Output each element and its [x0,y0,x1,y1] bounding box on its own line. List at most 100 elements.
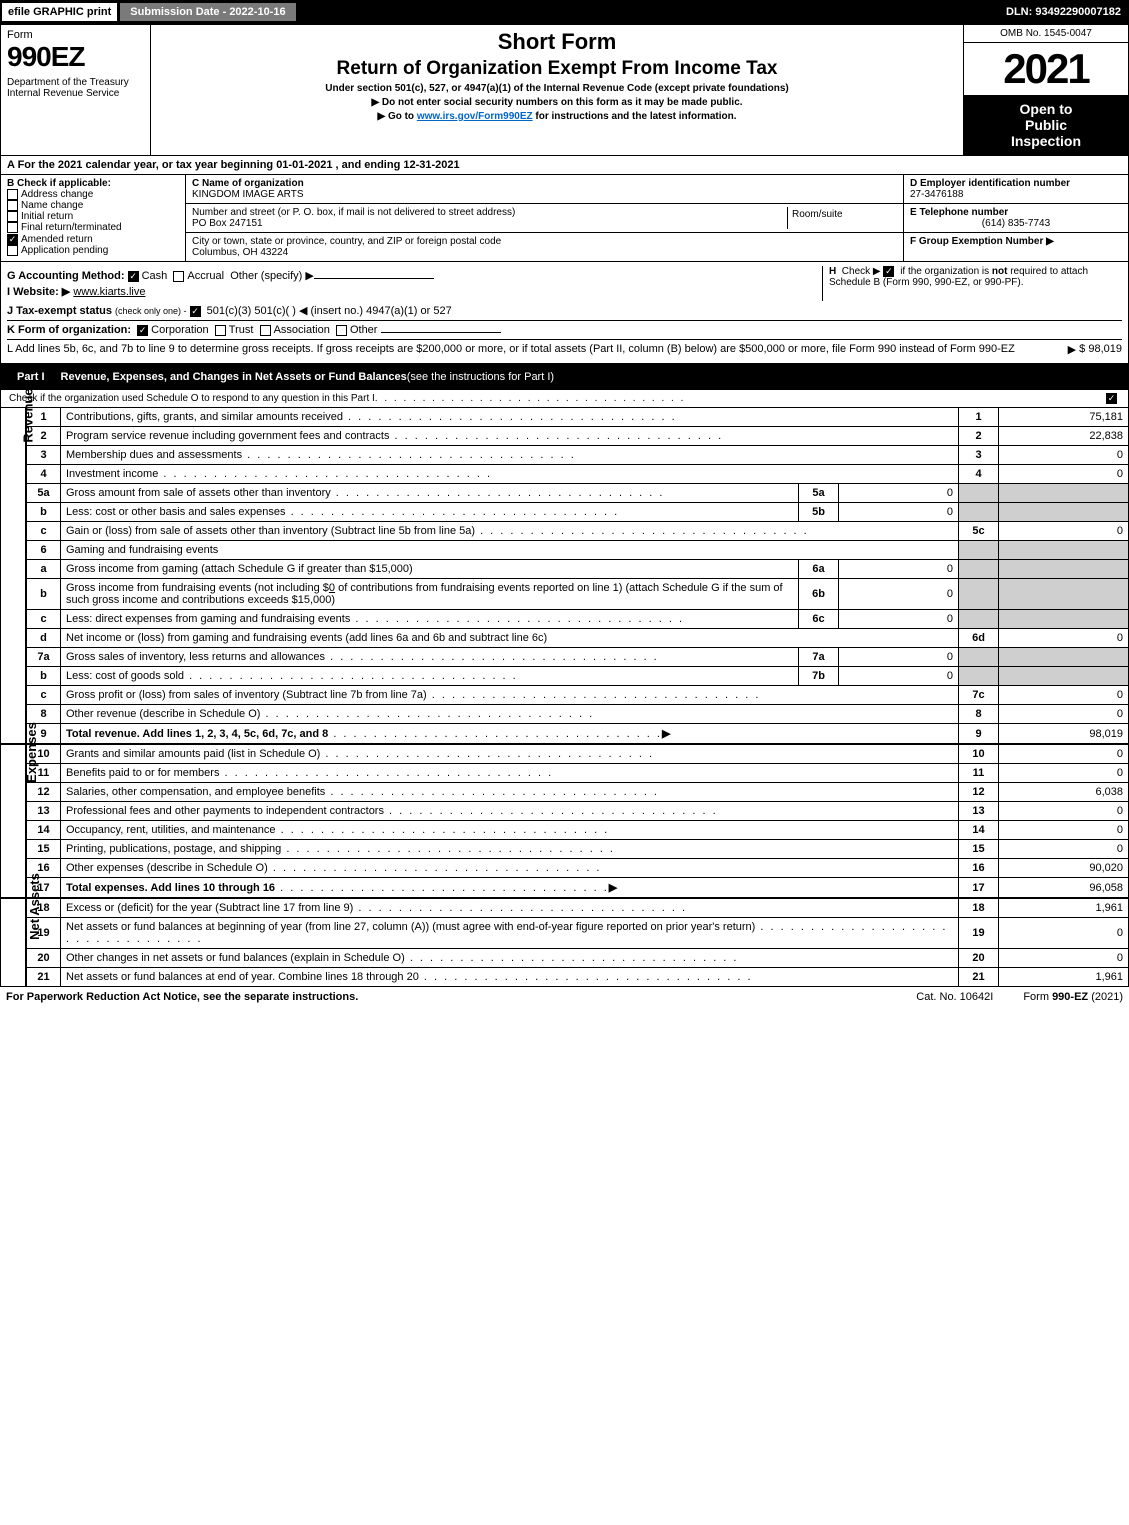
ein-label: D Employer identification number [910,178,1122,189]
ein-row: D Employer identification number 27-3476… [904,175,1128,204]
line-11: 11Benefits paid to or for members110 [27,764,1129,783]
k-corp: Corporation [151,324,208,336]
line-5b: bLess: cost or other basis and sales exp… [27,503,1129,522]
checkbox-application-pending[interactable]: Application pending [7,245,179,256]
efile-print-label[interactable]: efile GRAPHIC print [0,1,119,23]
g-accrual-check[interactable] [173,271,184,282]
info-block: G Accounting Method: ✓Cash Accrual Other… [0,262,1129,364]
netassets-sidelabel: Net Assets [0,898,26,987]
line-14: 14Occupancy, rent, utilities, and mainte… [27,821,1129,840]
submission-date: Submission Date - 2022-10-16 [119,2,296,22]
box-b-title: B Check if applicable: [7,178,179,189]
org-name-row: C Name of organization KINGDOM IMAGE ART… [186,175,903,204]
expenses-section: Expenses 10Grants and similar amounts pa… [0,744,1129,898]
g-accrual: Accrual [187,270,224,282]
line-18: 18Excess or (deficit) for the year (Subt… [27,899,1129,918]
omb-number: OMB No. 1545-0047 [964,25,1128,43]
line-h: H Check ▶ ✓ if the organization is not r… [822,266,1122,301]
line-21: 21Net assets or fund balances at end of … [27,968,1129,987]
top-bar: efile GRAPHIC print Submission Date - 20… [0,0,1129,24]
tel-label: E Telephone number [910,207,1122,218]
i-label: I Website: ▶ [7,286,70,298]
group-label: F Group Exemption Number ▶ [910,236,1054,247]
k-other: Other [350,324,378,336]
revenue-table: 1Contributions, gifts, grants, and simil… [26,407,1129,744]
line-3: 3Membership dues and assessments30 [27,446,1129,465]
k-other-check[interactable] [336,325,347,336]
revenue-section: Revenue 1Contributions, gifts, grants, a… [0,407,1129,744]
k-corp-check[interactable]: ✓ [137,325,148,336]
schedo-text: Check if the organization used Schedule … [9,393,375,404]
line-5a: 5aGross amount from sale of assets other… [27,484,1129,503]
goto-pre: ▶ Go to [377,111,416,122]
part1-schedo: Check if the organization used Schedule … [0,390,1129,407]
irs-link[interactable]: www.irs.gov/Form990EZ [417,111,533,122]
line-17: 17Total expenses. Add lines 10 through 1… [27,878,1129,898]
address-value: PO Box 247151 [192,218,787,229]
schedo-check[interactable]: ✓ [1106,393,1117,404]
city-row: City or town, state or province, country… [186,233,903,261]
line-6: 6Gaming and fundraising events [27,541,1129,560]
line-6c: cLess: direct expenses from gaming and f… [27,610,1129,629]
part1-title-sub: (see the instructions for Part I) [407,371,554,383]
form-header: Form 990EZ Department of the Treasury In… [0,24,1129,156]
line-4: 4Investment income40 [27,465,1129,484]
page-footer: For Paperwork Reduction Act Notice, see … [0,987,1129,1007]
line-6b: bGross income from fundraising events (n… [27,579,1129,610]
section-a-period: A For the 2021 calendar year, or tax yea… [0,156,1129,175]
line-5c: cGain or (loss) from sale of assets othe… [27,522,1129,541]
checkbox-initial-return[interactable]: Initial return [7,211,179,222]
k-trust-check[interactable] [215,325,226,336]
city-label: City or town, state or province, country… [192,236,897,247]
line-k: K Form of organization: ✓Corporation Tru… [7,320,1122,336]
checkbox-name-change[interactable]: Name change [7,200,179,211]
g-cash-check[interactable]: ✓ [128,271,139,282]
checkbox-amended-return[interactable]: ✓Amended return [7,234,179,245]
open-to-public: Open to Public Inspection [964,95,1128,155]
line-1: 1Contributions, gifts, grants, and simil… [27,408,1129,427]
form-word: Form [7,29,144,41]
footer-right: Form 990-EZ (2021) [1023,991,1123,1003]
dots [375,393,1106,404]
org-name-label: C Name of organization [192,178,897,189]
line-20: 20Other changes in net assets or fund ba… [27,949,1129,968]
g-other-input[interactable] [314,278,434,279]
box-c: C Name of organization KINGDOM IMAGE ART… [186,175,903,261]
footer-catno: Cat. No. 10642I [916,991,993,1003]
website-value[interactable]: www.kiarts.live [73,286,145,298]
form-number: 990EZ [7,41,144,73]
k-assoc-check[interactable] [260,325,271,336]
g-cash: Cash [142,270,168,282]
j-label: J Tax-exempt status [7,305,112,317]
header-right: OMB No. 1545-0047 2021 Open to Public In… [963,25,1128,155]
k-other-input[interactable] [381,332,501,333]
g-other: Other (specify) ▶ [230,270,314,282]
address-label: Number and street (or P. O. box, if mail… [192,207,787,218]
h-text1: Check ▶ [842,266,881,277]
h-check[interactable]: ✓ [883,266,894,277]
line-2: 2Program service revenue including gover… [27,427,1129,446]
checkbox-address-change[interactable]: Address change [7,189,179,200]
department-label: Department of the Treasury Internal Reve… [7,77,144,99]
line-16: 16Other expenses (describe in Schedule O… [27,859,1129,878]
tel-row: E Telephone number (614) 835-7743 [904,204,1128,233]
line-12: 12Salaries, other compensation, and empl… [27,783,1129,802]
address-row: Number and street (or P. O. box, if mail… [186,204,903,233]
line-8: 8Other revenue (describe in Schedule O)8… [27,705,1129,724]
line-6d: dNet income or (loss) from gaming and fu… [27,629,1129,648]
checkbox-final-return[interactable]: Final return/terminated [7,222,179,233]
room-suite: Room/suite [787,207,897,229]
title-short-form: Short Form [161,29,953,55]
expenses-table: 10Grants and similar amounts paid (list … [26,744,1129,898]
h-label: H [829,266,836,277]
j-501c3-check[interactable]: ✓ [190,306,201,317]
open-line1: Open to [968,101,1124,117]
goto-post: for instructions and the latest informat… [533,111,737,122]
tax-year: 2021 [964,43,1128,95]
part1-label: Part I [9,369,53,385]
goto-line: ▶ Go to www.irs.gov/Form990EZ for instru… [161,111,953,122]
netassets-table: 18Excess or (deficit) for the year (Subt… [26,898,1129,987]
header-center: Short Form Return of Organization Exempt… [151,25,963,155]
box-b: B Check if applicable: Address change Na… [1,175,186,261]
open-line2: Public [968,117,1124,133]
